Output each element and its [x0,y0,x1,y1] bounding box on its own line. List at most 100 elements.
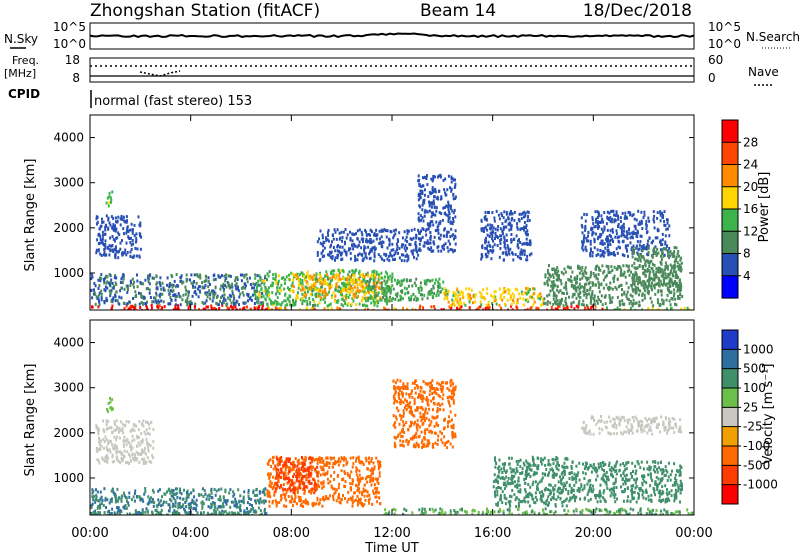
data-cell [529,239,532,243]
data-cell [202,495,205,498]
data-cell [228,293,231,297]
data-cell [368,286,370,290]
data-cell [284,476,287,480]
data-cell [670,297,673,300]
data-cell [657,251,660,255]
data-cell [278,456,281,460]
data-cell [331,296,334,300]
data-cell [184,285,187,289]
data-cell [385,253,388,257]
data-cell [382,296,384,299]
data-cell [354,244,357,248]
data-cell [268,474,271,478]
data-cell [348,278,351,282]
data-cell [372,479,375,483]
data-cell [617,214,619,218]
data-cell [369,475,372,478]
data-cell [418,308,421,310]
nsearch-label: N.Search [746,30,800,44]
data-cell [526,210,529,214]
data-cell [444,287,447,291]
data-cell [628,273,631,277]
data-cell [111,298,114,302]
data-cell [629,293,632,297]
data-cell [491,250,494,254]
data-cell [352,295,355,299]
data-cell [189,278,191,282]
data-cell [351,239,354,243]
data-cell [526,229,529,233]
data-cell [635,301,638,305]
data-cell [361,283,364,287]
data-cell [135,254,138,258]
data-cell [241,500,244,504]
data-cell [437,197,440,201]
data-cell [321,481,324,485]
data-cell [128,495,131,499]
data-cell [264,274,267,278]
data-cell [404,292,407,296]
data-cell [186,296,189,300]
data-cell [216,303,219,306]
data-cell [115,276,118,280]
data-cell [299,481,302,485]
data-cell [436,291,439,295]
data-cell [327,228,330,232]
data-cell [119,217,122,221]
data-cell [468,300,471,304]
data-cell [620,225,623,229]
data-cell [208,513,211,515]
data-cell [569,266,572,270]
data-cell [348,248,350,252]
data-cell [271,291,274,295]
data-cell [445,289,448,293]
data-cell [640,245,643,249]
data-cell [572,300,575,304]
data-cell [122,505,125,509]
data-cell [639,234,642,238]
data-cell [451,177,454,181]
data-cell [341,245,344,249]
data-cell [637,231,639,235]
data-cell [680,285,683,289]
data-cell [407,255,410,259]
data-cell [607,242,610,246]
data-cell [272,303,275,307]
data-cell [579,277,582,281]
data-cell [639,281,642,284]
data-cell [129,236,132,240]
data-cell [403,230,406,234]
data-cell [385,235,388,239]
data-cell [362,240,364,244]
data-cell [658,304,661,308]
data-cell [112,223,115,227]
data-cell [200,512,203,515]
data-cell [247,299,249,303]
data-cell [335,460,338,464]
data-cell [114,274,117,277]
data-cell [431,201,434,205]
data-cell [188,506,191,510]
data-cell [589,247,592,251]
data-cell [510,238,513,242]
data-cell [156,301,159,305]
data-cell [91,305,93,309]
data-cell [182,280,185,284]
data-cell [208,498,211,501]
data-cell [616,267,619,271]
data-cell [341,269,344,272]
data-cell [190,273,193,277]
data-cell [401,290,404,294]
data-cell [643,257,646,261]
data-cell [412,292,415,296]
data-cell [536,294,539,298]
data-cell [382,240,385,244]
data-cell [437,175,439,179]
data-cell [297,458,300,462]
data-cell [97,305,100,309]
data-cell [600,220,603,224]
data-cell [372,476,375,480]
data-cell [160,508,163,512]
data-cell [418,242,421,246]
data-cell [586,293,588,297]
